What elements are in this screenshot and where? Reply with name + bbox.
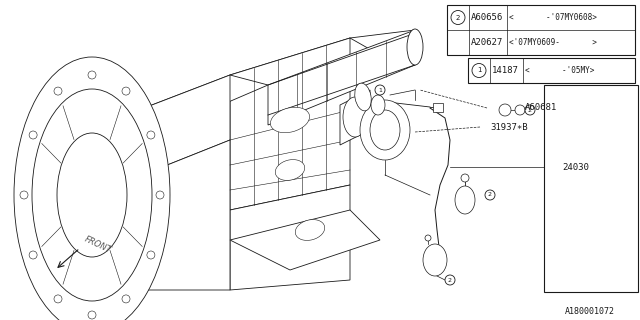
- Text: 24030: 24030: [562, 163, 589, 172]
- Text: 1: 1: [477, 68, 481, 74]
- Polygon shape: [340, 90, 370, 145]
- Text: 1: 1: [378, 87, 382, 92]
- Text: FRONT: FRONT: [83, 235, 113, 255]
- Circle shape: [485, 190, 495, 200]
- Text: <       -'05MY>: < -'05MY>: [525, 66, 595, 75]
- Ellipse shape: [407, 29, 423, 65]
- Ellipse shape: [371, 95, 385, 115]
- Ellipse shape: [370, 110, 400, 150]
- Ellipse shape: [54, 295, 62, 303]
- Ellipse shape: [423, 244, 447, 276]
- Ellipse shape: [275, 160, 305, 180]
- Ellipse shape: [32, 89, 152, 301]
- Circle shape: [525, 105, 535, 115]
- Circle shape: [375, 85, 385, 95]
- Polygon shape: [230, 185, 350, 290]
- Ellipse shape: [122, 295, 130, 303]
- Text: 14187: 14187: [492, 66, 519, 75]
- Ellipse shape: [156, 191, 164, 199]
- Circle shape: [472, 63, 486, 77]
- Polygon shape: [268, 30, 415, 125]
- Ellipse shape: [147, 251, 155, 259]
- Ellipse shape: [295, 220, 324, 240]
- Polygon shape: [230, 38, 380, 85]
- Ellipse shape: [54, 87, 62, 95]
- Ellipse shape: [515, 105, 525, 115]
- Ellipse shape: [360, 100, 410, 160]
- Text: 31937∗B: 31937∗B: [490, 123, 527, 132]
- Ellipse shape: [29, 251, 37, 259]
- Text: A20627: A20627: [471, 38, 503, 47]
- Bar: [544, 85, 638, 292]
- Ellipse shape: [29, 131, 37, 139]
- Ellipse shape: [88, 311, 96, 319]
- Polygon shape: [230, 210, 380, 270]
- Bar: [447, 5, 635, 55]
- Ellipse shape: [461, 174, 469, 182]
- Circle shape: [445, 275, 455, 285]
- Ellipse shape: [271, 107, 310, 133]
- Bar: [433, 103, 443, 112]
- Text: 2: 2: [448, 277, 452, 283]
- Text: <       -'07MY0608>: < -'07MY0608>: [509, 13, 597, 22]
- Text: 2: 2: [488, 193, 492, 197]
- Polygon shape: [230, 38, 350, 210]
- Polygon shape: [92, 140, 230, 290]
- Ellipse shape: [355, 83, 371, 111]
- Ellipse shape: [343, 97, 367, 137]
- Ellipse shape: [88, 71, 96, 79]
- Text: A60681: A60681: [525, 103, 557, 113]
- Circle shape: [451, 11, 465, 25]
- Text: A60656: A60656: [471, 13, 503, 22]
- Text: <'07MY0609-       >: <'07MY0609- >: [509, 38, 597, 47]
- Polygon shape: [92, 75, 268, 140]
- Ellipse shape: [147, 131, 155, 139]
- Ellipse shape: [122, 87, 130, 95]
- Ellipse shape: [20, 191, 28, 199]
- Polygon shape: [92, 75, 230, 195]
- Ellipse shape: [14, 57, 170, 320]
- Ellipse shape: [425, 235, 431, 241]
- Ellipse shape: [455, 186, 475, 214]
- Text: 2: 2: [528, 108, 532, 113]
- Text: A180001072: A180001072: [565, 308, 615, 316]
- Ellipse shape: [499, 104, 511, 116]
- Text: 2: 2: [456, 14, 460, 20]
- Ellipse shape: [57, 133, 127, 257]
- Bar: [468, 58, 635, 83]
